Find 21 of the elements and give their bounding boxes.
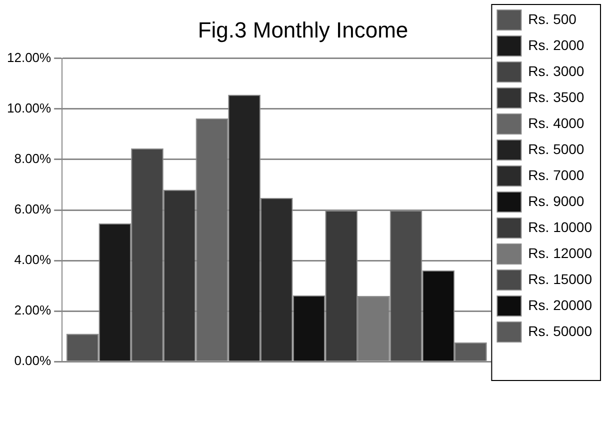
legend-label: Rs. 12000: [528, 244, 592, 261]
y-tick-label: 0.00%: [14, 353, 52, 368]
y-tick-label: 10.00%: [6, 100, 52, 116]
chart-title: Fig.3 Monthly Income: [198, 17, 408, 42]
y-tick-label: 12.00%: [6, 50, 52, 65]
legend-label: Rs. 5000: [528, 140, 584, 157]
legend-label: Rs. 50000: [528, 322, 592, 339]
legend-label: Rs. 2000: [528, 36, 584, 53]
legend-label: Rs. 15000: [528, 270, 592, 287]
legend-label: Rs. 20000: [528, 296, 592, 313]
y-tick-label: 6.00%: [14, 202, 52, 217]
legend-label: Rs. 500: [528, 10, 577, 27]
legend-label: Rs. 7000: [528, 166, 584, 183]
legend-label: Rs. 9000: [528, 192, 584, 209]
y-tick-label: 8.00%: [14, 151, 52, 166]
y-tick-label: 2.00%: [14, 302, 52, 318]
y-tick-label: 4.00%: [14, 252, 52, 268]
legend-label: Rs. 10000: [528, 218, 592, 235]
legend-label: Rs. 3000: [528, 62, 584, 79]
legend-label: Rs. 4000: [528, 114, 584, 131]
legend-label: Rs. 3500: [528, 88, 584, 105]
